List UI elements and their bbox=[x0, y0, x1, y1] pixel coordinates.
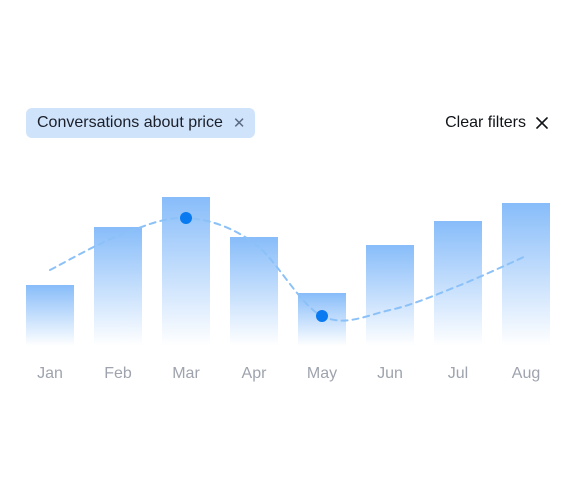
x-tick-label: Jul bbox=[448, 365, 468, 382]
x-tick-label: Apr bbox=[242, 365, 268, 382]
bar-feb[interactable] bbox=[94, 227, 142, 346]
x-tick-label: May bbox=[307, 365, 337, 382]
bar-apr[interactable] bbox=[230, 237, 278, 346]
bar-aug[interactable] bbox=[502, 203, 550, 346]
clear-filters-label: Clear filters bbox=[445, 114, 526, 131]
bar-jan[interactable] bbox=[26, 285, 74, 346]
clear-filters-button[interactable]: Clear filters bbox=[445, 112, 548, 134]
filter-chip-label: Conversations about price bbox=[37, 114, 223, 131]
trend-line bbox=[49, 216, 527, 322]
x-tick-label: Feb bbox=[104, 365, 132, 382]
data-point-may[interactable] bbox=[316, 310, 328, 322]
x-tick-label: Jan bbox=[37, 365, 63, 382]
bar-jun[interactable] bbox=[366, 245, 414, 346]
filter-chip-conversations-about-price[interactable]: Conversations about price ✕ bbox=[26, 108, 256, 138]
x-tick-label: Aug bbox=[512, 365, 540, 382]
close-icon[interactable]: ✕ bbox=[232, 114, 246, 132]
bar-jul[interactable] bbox=[434, 221, 482, 346]
close-icon bbox=[536, 117, 548, 129]
x-tick-label: Mar bbox=[172, 365, 200, 382]
x-tick-label: Jun bbox=[377, 365, 403, 382]
data-point-mar[interactable] bbox=[180, 212, 192, 224]
